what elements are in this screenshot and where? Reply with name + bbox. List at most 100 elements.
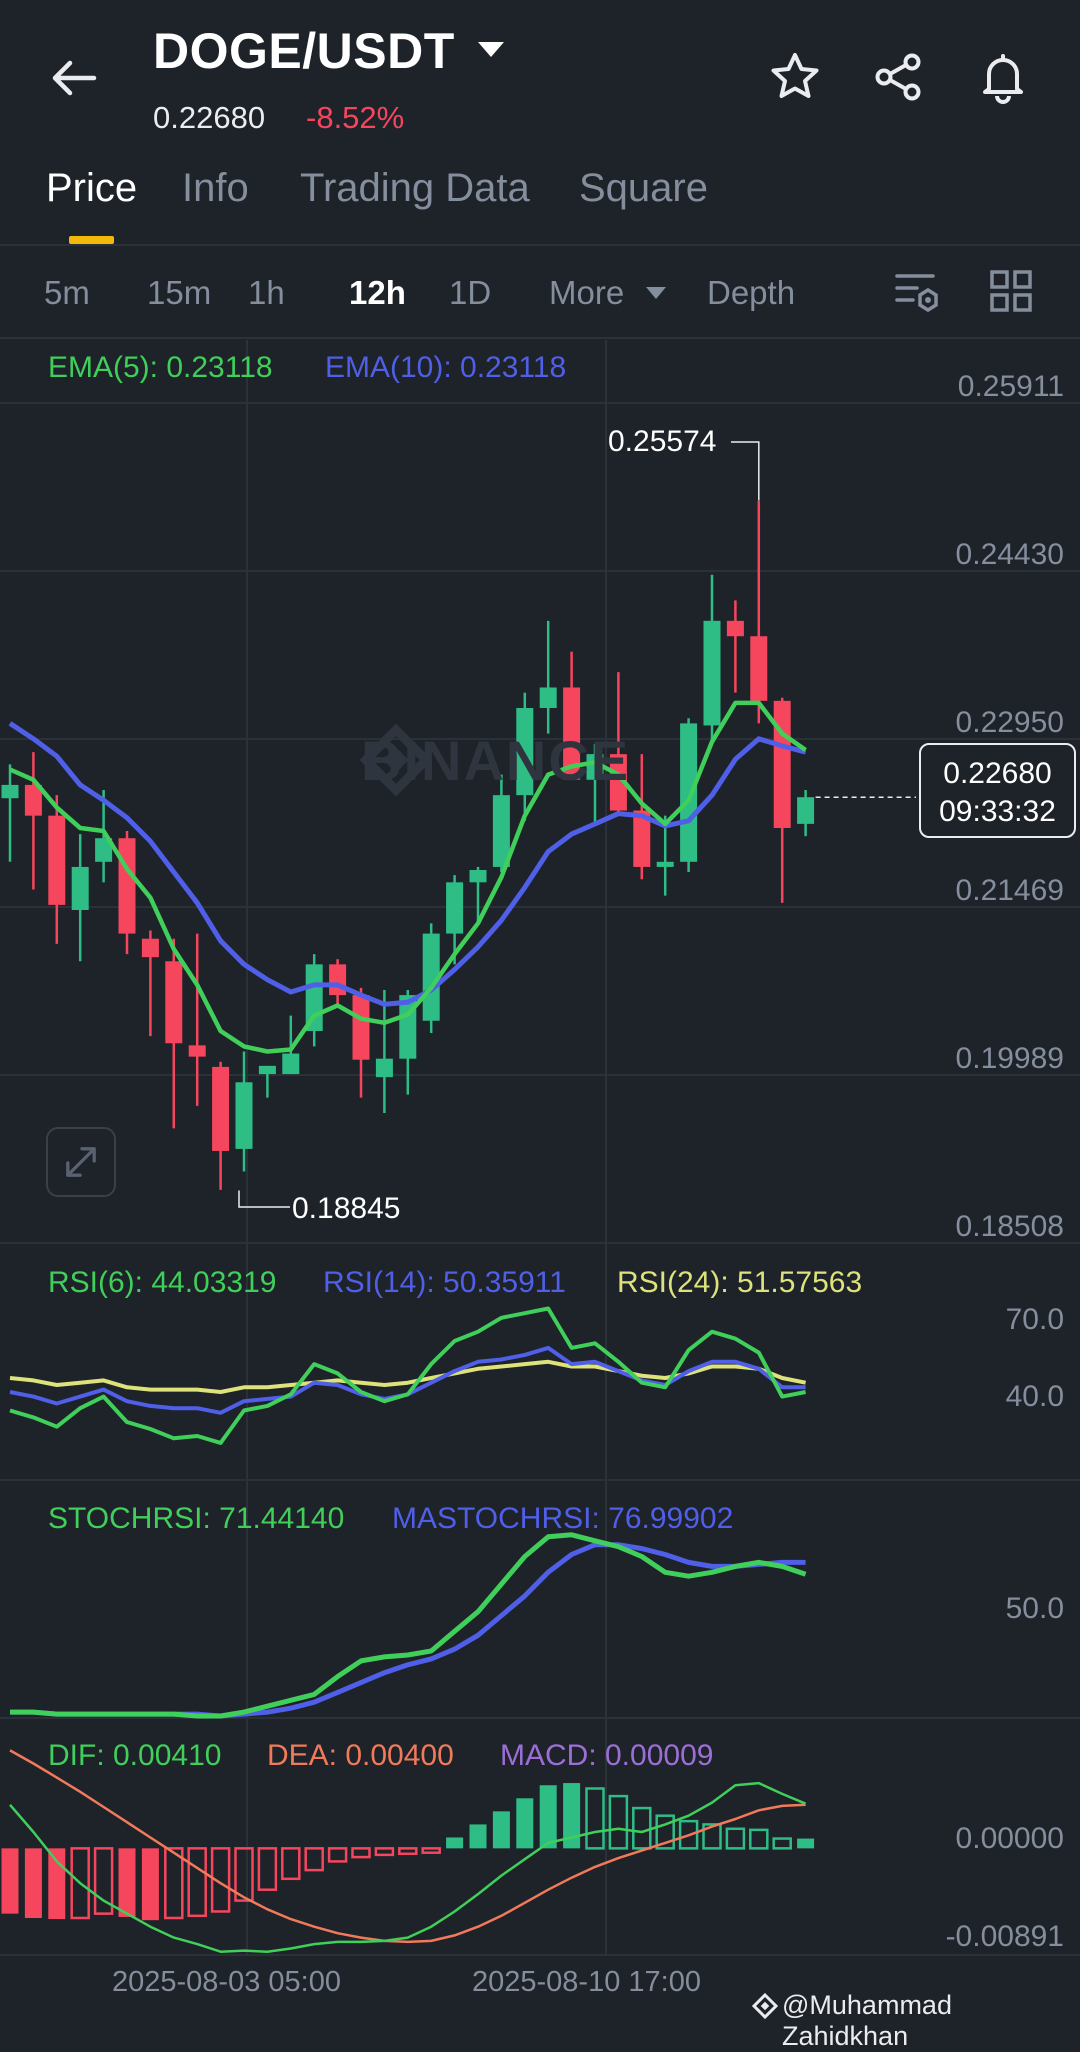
macd-histogram-bar <box>797 1838 815 1849</box>
y-tick-label: 0.22950 <box>955 706 1064 739</box>
candle-body <box>750 636 768 701</box>
candle-body <box>516 707 534 796</box>
y-tick-label: 0.00000 <box>955 1822 1064 1855</box>
macd-histogram-bar <box>164 1847 184 1920</box>
rsi24-label: RSI(24): 51.57563 <box>617 1266 863 1299</box>
price-change: -8.52% <box>306 100 405 135</box>
candle-body <box>118 838 136 934</box>
rsi24-line <box>9 1359 806 1394</box>
candle-body <box>141 938 159 958</box>
candle-body <box>609 754 627 811</box>
share-icon[interactable] <box>872 50 926 104</box>
y-tick-label: -0.00891 <box>945 1920 1064 1953</box>
interval-1d[interactable]: 1D <box>449 274 492 311</box>
back-arrow-icon[interactable] <box>48 52 100 104</box>
macd-histogram-bar <box>70 1847 90 1920</box>
price-chart[interactable] <box>0 340 1080 1960</box>
y-tick-label: 0.18508 <box>955 1210 1064 1243</box>
ema10-line <box>8 721 807 1007</box>
candle-body <box>212 1066 230 1151</box>
macd-histogram-bar <box>678 1819 699 1850</box>
candle-body <box>282 1053 300 1075</box>
y-tick-label: 0.25911 <box>957 370 1064 403</box>
stochrsi-line <box>10 1532 807 1719</box>
macd-histogram-bar <box>257 1847 278 1891</box>
ema10-label: EMA(10): 0.23118 <box>325 351 567 384</box>
current-price-tag[interactable]: 0.22680 09:33:32 <box>919 743 1076 838</box>
macd-histogram-bar <box>749 1828 769 1850</box>
bell-icon[interactable] <box>976 50 1030 104</box>
y-tick-label: 50.0 <box>1005 1592 1064 1625</box>
macd-histogram-bar <box>608 1794 629 1850</box>
macd-histogram-bar <box>725 1827 746 1850</box>
candle-body <box>539 687 557 708</box>
macd-histogram-bar <box>281 1847 301 1881</box>
interval-1h[interactable]: 1h <box>248 274 285 311</box>
candle-body <box>656 861 674 867</box>
candle-body <box>71 866 89 910</box>
depth-tab[interactable]: Depth <box>707 274 796 311</box>
rsi6-line <box>9 1306 806 1445</box>
expand-icon[interactable] <box>46 1127 116 1197</box>
candle-body <box>24 784 42 816</box>
macd-histogram-bar <box>118 1848 136 1917</box>
macd-histogram-bar <box>469 1824 487 1849</box>
candle-body <box>633 810 651 867</box>
interval-12h[interactable]: 12h <box>349 274 406 311</box>
candle-body <box>703 620 721 726</box>
pair-dropdown-caret-icon[interactable] <box>478 42 504 57</box>
macd-histogram-bar <box>446 1837 464 1849</box>
interval-15m[interactable]: 15m <box>147 274 212 311</box>
high-pointer <box>731 441 760 501</box>
low-price-label: 0.18845 <box>292 1192 401 1225</box>
candle-body <box>446 882 464 934</box>
macd-histogram-bar <box>234 1847 254 1902</box>
star-icon[interactable] <box>768 50 822 104</box>
candle-body <box>1 784 19 799</box>
layout-grid-icon[interactable] <box>990 270 1032 312</box>
chart-settings-icon[interactable] <box>895 270 941 314</box>
tab-square[interactable]: Square <box>579 166 708 210</box>
tab-trading-data[interactable]: Trading Data <box>300 166 530 210</box>
rsi6-label: RSI(6): 44.03319 <box>48 1266 277 1299</box>
y-tick-label: 0.21469 <box>955 874 1064 907</box>
ema5-line <box>9 700 807 1054</box>
macd-histogram-bar <box>772 1837 792 1850</box>
candle-body <box>422 933 440 1021</box>
intervals-divider <box>0 337 1080 339</box>
macd-histogram-bar <box>398 1847 418 1856</box>
macd-histogram-bar <box>421 1847 441 1854</box>
y-tick-label: 70.0 <box>1005 1303 1064 1336</box>
tab-price[interactable]: Price <box>46 166 138 210</box>
macd-label: MACD: 0.00009 <box>500 1739 714 1772</box>
macd-histogram-bar <box>327 1847 348 1863</box>
candle-body <box>563 687 581 780</box>
x-date-label: 2025-08-10 17:00 <box>472 1966 701 1998</box>
macd-histogram-bar <box>48 1848 66 1920</box>
candle-body <box>586 754 604 780</box>
more-caret-icon[interactable] <box>646 287 666 299</box>
macd-histogram-bar <box>655 1814 675 1850</box>
interval-5m[interactable]: 5m <box>44 274 90 311</box>
active-tab-indicator <box>69 236 114 244</box>
stochrsi-label: STOCHRSI: 71.44140 <box>48 1502 345 1535</box>
y-tick-label: 0.19989 <box>955 1042 1064 1075</box>
candle-body <box>680 723 698 862</box>
candle-body <box>95 838 113 862</box>
x-date-label: 2025-08-03 05:00 <box>112 1966 341 1998</box>
macd-histogram-bar <box>539 1785 557 1849</box>
rsi14-label: RSI(14): 50.35911 <box>323 1266 566 1299</box>
macd-histogram-bar <box>516 1798 534 1849</box>
y-tick-label: 0.24430 <box>955 538 1064 571</box>
current-price-value: 0.22680 <box>943 757 1052 790</box>
macd-histogram-bar <box>210 1847 231 1913</box>
candle-body <box>188 1045 206 1057</box>
tab-info[interactable]: Info <box>182 166 249 210</box>
candle-body <box>48 815 66 905</box>
interval-more[interactable]: More <box>549 274 625 311</box>
pair-title[interactable]: DOGE/USDT <box>153 23 455 79</box>
macd-histogram-bar <box>351 1847 371 1859</box>
macd-histogram-bar <box>187 1847 207 1918</box>
low-pointer <box>238 1190 290 1208</box>
macd-histogram-bar <box>492 1811 510 1849</box>
